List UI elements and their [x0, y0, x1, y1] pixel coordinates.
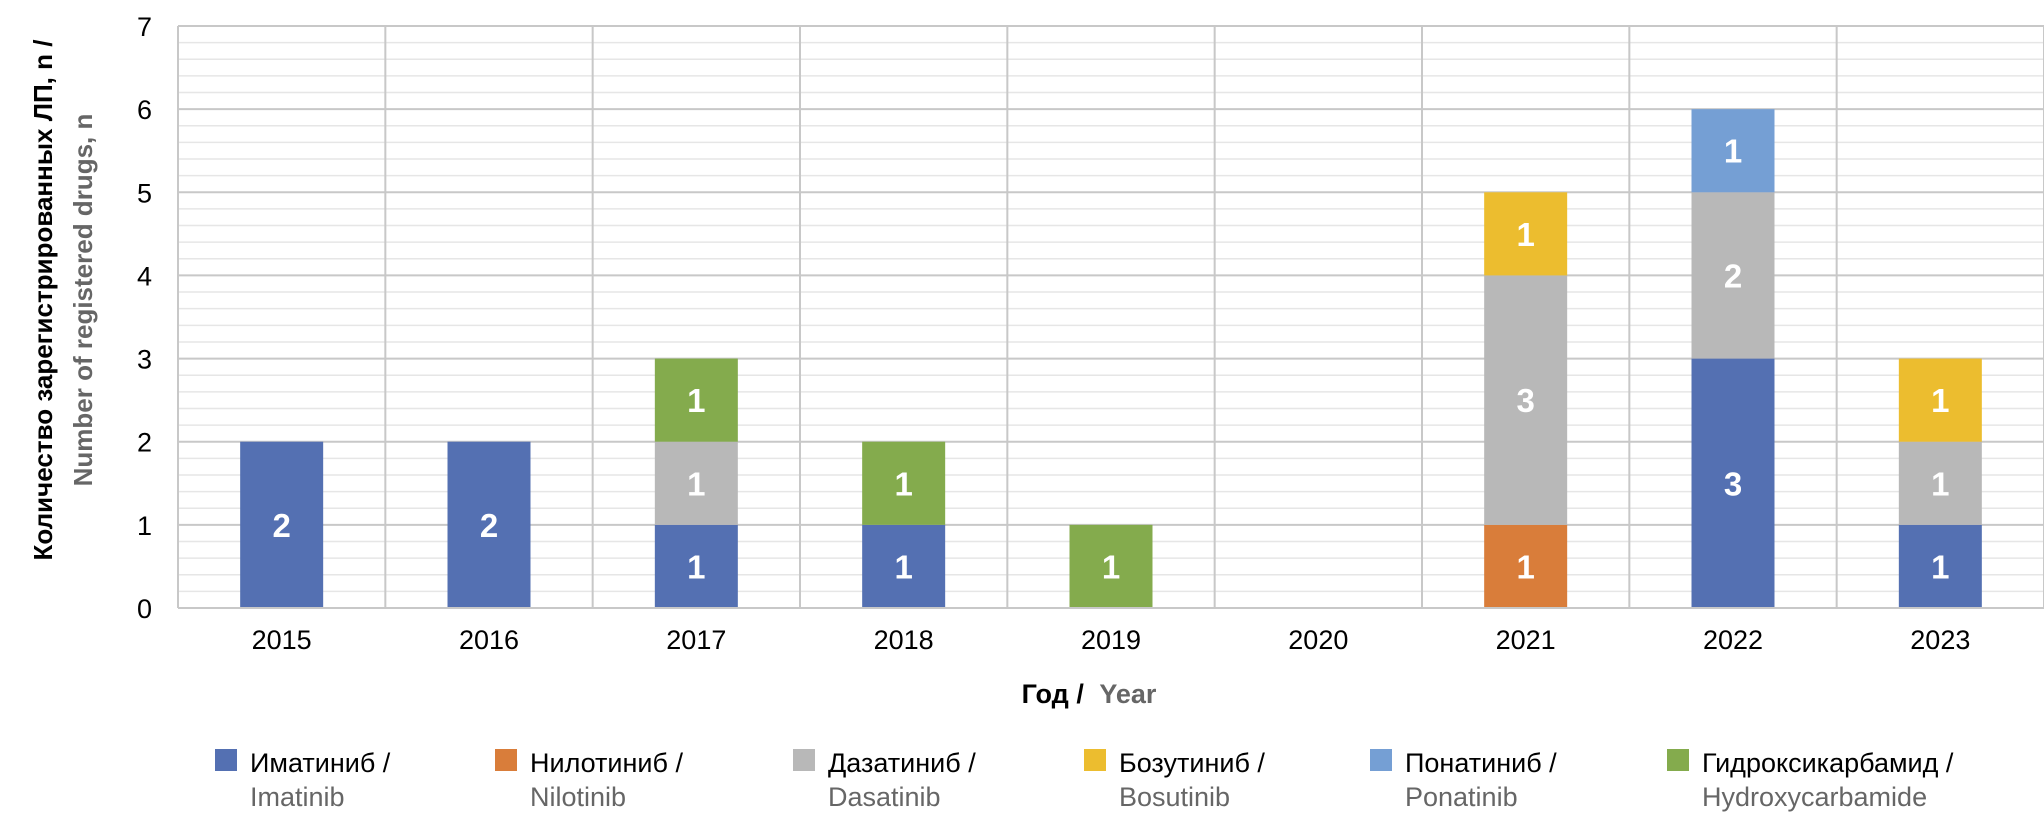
data-label: 1	[1931, 465, 1949, 502]
bar-segment	[654, 358, 738, 442]
legend-item: Гидроксикарбамид / Hydroxycarbamide	[1667, 748, 1954, 812]
data-label: 1	[1102, 548, 1120, 585]
legend-label-en: Ponatinib	[1405, 782, 1518, 812]
bar-segment	[654, 524, 738, 608]
bars	[240, 109, 1982, 608]
legend-label-en: Dasatinib	[828, 782, 941, 812]
x-tick-label: 2018	[874, 625, 934, 655]
x-tick-label: 2022	[1703, 625, 1763, 655]
bar-segment	[654, 441, 738, 525]
y-tick-label: 4	[137, 261, 152, 291]
bar-segment	[1898, 524, 1982, 608]
data-label: 1	[687, 465, 705, 502]
legend-label-en: Bosutinib	[1119, 782, 1230, 812]
data-label: 1	[1931, 548, 1949, 585]
data-label: 1	[1516, 216, 1534, 253]
x-axis-label: Год / Year	[1022, 679, 1157, 709]
x-axis-label-en: Year	[1099, 679, 1157, 709]
data-label: 1	[1516, 548, 1534, 585]
bar-segment	[1898, 441, 1982, 525]
bar-segment	[1484, 524, 1568, 608]
legend-label-en: Nilotinib	[530, 782, 626, 812]
y-tick-label: 5	[137, 178, 152, 208]
legend-swatch	[793, 749, 815, 771]
legend-swatch	[1084, 749, 1106, 771]
x-tick-label: 2021	[1496, 625, 1556, 655]
legend-swatch	[1667, 749, 1689, 771]
legend-item: Бозутиниб / Bosutinib	[1084, 748, 1265, 812]
legend-label-ru: Бозутиниб /	[1119, 748, 1265, 778]
legend-label-ru: Иматиниб /	[250, 748, 391, 778]
legend-label-ru: Понатиниб /	[1405, 748, 1557, 778]
data-label: 2	[1724, 257, 1742, 294]
bar-segment	[862, 524, 946, 608]
data-label: 1	[1931, 382, 1949, 419]
legend-item: Дазатиниб / Dasatinib	[793, 748, 976, 812]
data-label: 1	[894, 465, 912, 502]
data-label: 3	[1516, 382, 1534, 419]
legend-swatch	[1370, 749, 1392, 771]
legend-item: Нилотиниб / Nilotinib	[495, 748, 683, 812]
y-tick-label: 6	[137, 95, 152, 125]
x-tick-label: 2023	[1910, 625, 1970, 655]
bar-segment	[1069, 524, 1153, 608]
legend-label-en: Hydroxycarbamide	[1702, 782, 1927, 812]
bar-segment	[240, 441, 324, 608]
y-tick-label: 7	[137, 12, 152, 42]
bar-segment	[1898, 358, 1982, 442]
legend-label-ru: Гидроксикарбамид /	[1702, 748, 1954, 778]
bar-segment	[1484, 192, 1568, 276]
legend-label-ru: Дазатиниб /	[828, 748, 976, 778]
y-tick-label: 2	[137, 428, 152, 458]
data-label: 2	[480, 507, 498, 544]
bar-segment	[1484, 275, 1568, 525]
x-tick-label: 2017	[666, 625, 726, 655]
y-axis-label-ru: Количество зарегистрированных ЛП, n /	[28, 40, 58, 561]
y-axis-label-en: Number of registered drugs, n	[68, 114, 98, 487]
y-tick-label: 3	[137, 345, 152, 375]
axes: 0 1 2 3 4 5 6 7 2015 2016 2017 2018 2019 2020 2021 2022…	[137, 12, 2044, 655]
y-tick-label: 1	[137, 511, 152, 541]
x-tick-label: 2019	[1081, 625, 1141, 655]
legend-swatch	[495, 749, 517, 771]
data-label: 1	[1724, 133, 1742, 170]
legend-label-ru: Нилотиниб /	[530, 748, 683, 778]
legend-item: Понатиниб / Ponatinib	[1370, 748, 1557, 812]
data-label: 2	[272, 507, 290, 544]
bar-segment	[1691, 192, 1775, 359]
bar-segment	[447, 441, 531, 608]
bar-segment	[862, 441, 946, 525]
x-tick-label: 2016	[459, 625, 519, 655]
bar-segment	[1691, 358, 1775, 608]
legend-item: Иматиниб / Imatinib	[215, 748, 391, 812]
x-tick-label: 2015	[252, 625, 312, 655]
data-label: 3	[1724, 465, 1742, 502]
data-labels: 2 2 1 1 1 1 1 1 1 3 1 3 2 1 1 1 1	[272, 133, 1949, 586]
legend: Иматиниб / Imatinib Нилотиниб / Nilotinib Да…	[215, 748, 1954, 812]
legend-swatch	[215, 749, 237, 771]
bar-segment	[1691, 109, 1775, 193]
y-tick-label: 0	[137, 594, 152, 624]
x-axis-label-ru: Год /	[1022, 679, 1085, 709]
legend-label-en: Imatinib	[250, 782, 345, 812]
data-label: 1	[687, 382, 705, 419]
data-label: 1	[687, 548, 705, 585]
data-label: 1	[894, 548, 912, 585]
x-tick-label: 2020	[1288, 625, 1348, 655]
